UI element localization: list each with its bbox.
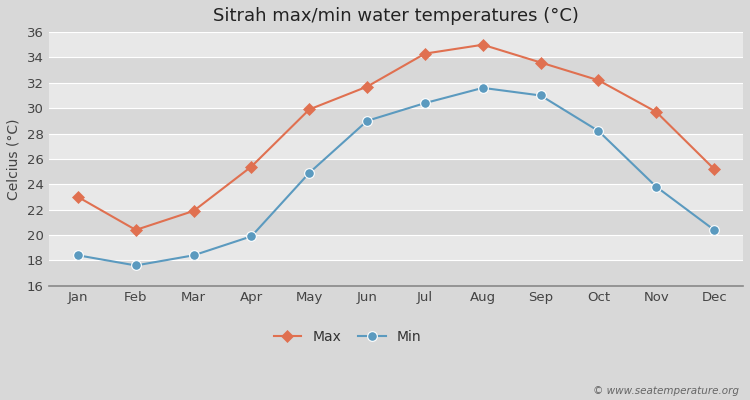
Min <box>74 253 82 258</box>
Max <box>131 228 140 232</box>
Bar <box>49 210 743 235</box>
Max <box>304 107 313 112</box>
Max <box>421 51 430 56</box>
Min <box>363 118 372 123</box>
Min <box>536 93 545 98</box>
Y-axis label: Celcius (°C): Celcius (°C) <box>7 118 21 200</box>
Line: Min: Min <box>73 83 719 270</box>
Min <box>652 184 661 189</box>
Bar <box>49 108 743 134</box>
Max <box>536 60 545 65</box>
Max <box>74 194 82 199</box>
Max <box>478 42 488 47</box>
Text: © www.seatemperature.org: © www.seatemperature.org <box>592 386 739 396</box>
Bar <box>49 32 743 58</box>
Min <box>247 234 256 239</box>
Min <box>131 263 140 268</box>
Bar <box>49 159 743 184</box>
Max <box>652 110 661 114</box>
Min <box>304 170 313 175</box>
Max <box>594 78 603 83</box>
Min <box>478 86 488 90</box>
Bar <box>49 58 743 83</box>
Min <box>594 129 603 134</box>
Bar <box>49 184 743 210</box>
Title: Sitrah max/min water temperatures (°C): Sitrah max/min water temperatures (°C) <box>213 7 579 25</box>
Min <box>421 101 430 106</box>
Min <box>710 228 718 232</box>
Bar <box>49 260 743 286</box>
Legend: Max, Min: Max, Min <box>268 325 427 350</box>
Max <box>710 167 718 172</box>
Min <box>189 253 198 258</box>
Bar <box>49 83 743 108</box>
Max <box>247 164 256 169</box>
Max <box>363 84 372 89</box>
Max <box>189 208 198 213</box>
Line: Max: Max <box>74 40 718 234</box>
Bar <box>49 134 743 159</box>
Bar <box>49 235 743 260</box>
